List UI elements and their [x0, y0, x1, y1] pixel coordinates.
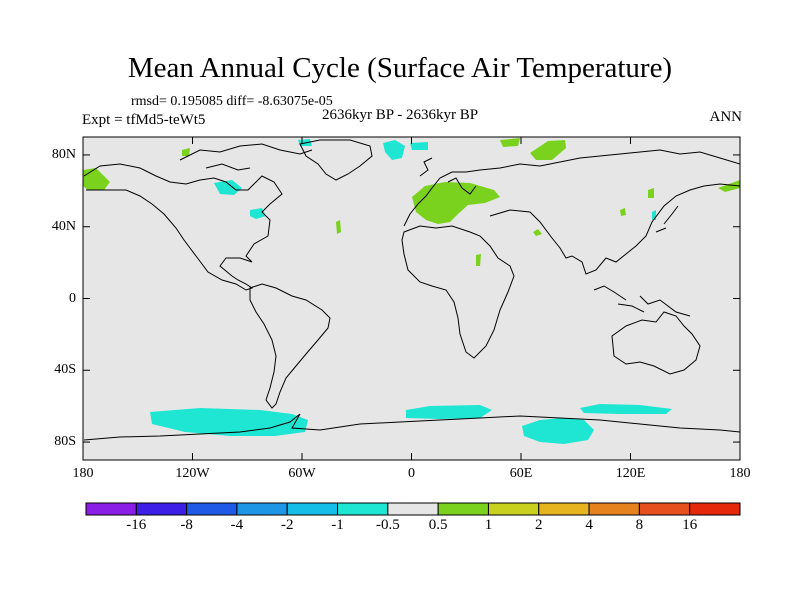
anomaly-north-atlantic — [410, 142, 428, 150]
colorbar-box — [588, 502, 640, 516]
colorbar-box — [286, 502, 339, 516]
colorbar-label: 8 — [635, 517, 644, 533]
coast-indonesia — [593, 285, 691, 317]
colorbar-label: 16 — [682, 517, 698, 533]
lat-label: 40N — [51, 218, 76, 234]
map-panel — [82, 136, 741, 461]
colorbar-box — [538, 502, 590, 516]
colorbar-box — [186, 502, 238, 516]
anomaly-greenland-sea — [383, 140, 405, 160]
coast-asia — [489, 149, 740, 275]
anomaly-east-antarctica — [522, 418, 594, 444]
stats-label: rmsd= 0.195085 diff= -8.63075e-05 — [131, 94, 333, 109]
anomaly-alaska — [83, 168, 110, 190]
experiment-label: Expt = tfMd5-teWt5 — [82, 112, 206, 128]
coast-europe — [403, 157, 561, 227]
coastlines — [83, 139, 740, 441]
anomaly-kara-sea — [500, 138, 520, 147]
anomaly-southern-indian — [406, 405, 492, 419]
lon-label: 60E — [509, 466, 533, 481]
colorbar-box — [487, 502, 540, 516]
colorbar-label: -4 — [230, 517, 244, 533]
lat-label: 0 — [69, 290, 76, 306]
coast-antarctica — [83, 413, 740, 441]
colorbar-label: -2 — [280, 517, 294, 533]
anomaly-europe — [412, 182, 500, 224]
lon-label: 180 — [72, 466, 94, 481]
anomaly-arctic-siberia — [530, 140, 566, 160]
anomaly-hudson — [214, 180, 242, 195]
coast-australia — [611, 311, 701, 375]
colorbar-label: -1 — [331, 517, 344, 533]
colorbar-box — [135, 502, 188, 516]
anomaly-kamchatka — [718, 180, 740, 192]
coast-north-america — [83, 163, 283, 291]
anomaly-africa — [476, 254, 481, 266]
period-label: 2636kyr BP - 2636kyr BP — [322, 107, 479, 123]
lat-label: 80N — [51, 146, 76, 162]
plot-title: Mean Annual Cycle (Surface Air Temperatu… — [127, 52, 673, 84]
anomaly-southern-pacific — [150, 408, 308, 436]
colorbar-box — [638, 502, 691, 516]
colorbar-box — [437, 502, 489, 516]
anomaly-japan-sea — [648, 188, 654, 198]
coast-greenland — [299, 139, 373, 181]
lon-label: 180 — [729, 466, 751, 481]
coast-africa — [401, 225, 515, 359]
anomaly-ross-sea — [580, 404, 672, 414]
anomaly-layer — [83, 138, 740, 444]
lon-label: 0 — [408, 466, 415, 481]
colorbar-box — [236, 502, 288, 516]
colorbar-label: -8 — [180, 517, 193, 533]
colorbar-box — [387, 502, 439, 516]
latitude-ticks — [83, 154, 740, 443]
lon-label: 60W — [288, 466, 316, 481]
lat-label: 80S — [54, 434, 76, 450]
season-label: ANN — [709, 109, 743, 125]
coast-south-america — [249, 283, 331, 409]
colorbar — [85, 502, 741, 516]
colorbar-label: 4 — [585, 517, 593, 533]
colorbar-box — [85, 502, 137, 516]
lat-label: 40S — [54, 362, 76, 378]
anomaly-central-atlantic — [336, 220, 341, 234]
anomaly-asia — [620, 208, 626, 216]
anomaly-canada-arctic — [182, 148, 190, 156]
lon-label: 120W — [175, 466, 210, 481]
longitude-ticks — [82, 137, 741, 460]
colorbar-label: 1 — [484, 517, 493, 533]
colorbar-label: 2 — [535, 517, 543, 533]
anomaly-mideast — [533, 229, 542, 236]
colorbar-label: -16 — [126, 517, 147, 533]
colorbar-label: -0.5 — [375, 517, 400, 533]
coast-arctic-islands — [179, 143, 313, 171]
coast-japan — [655, 205, 679, 233]
lon-label: 120E — [615, 466, 646, 481]
colorbar-label: 0.5 — [428, 517, 448, 533]
anomaly-great-lakes — [250, 208, 266, 219]
colorbar-box — [689, 502, 741, 516]
colorbar-box — [337, 502, 389, 516]
